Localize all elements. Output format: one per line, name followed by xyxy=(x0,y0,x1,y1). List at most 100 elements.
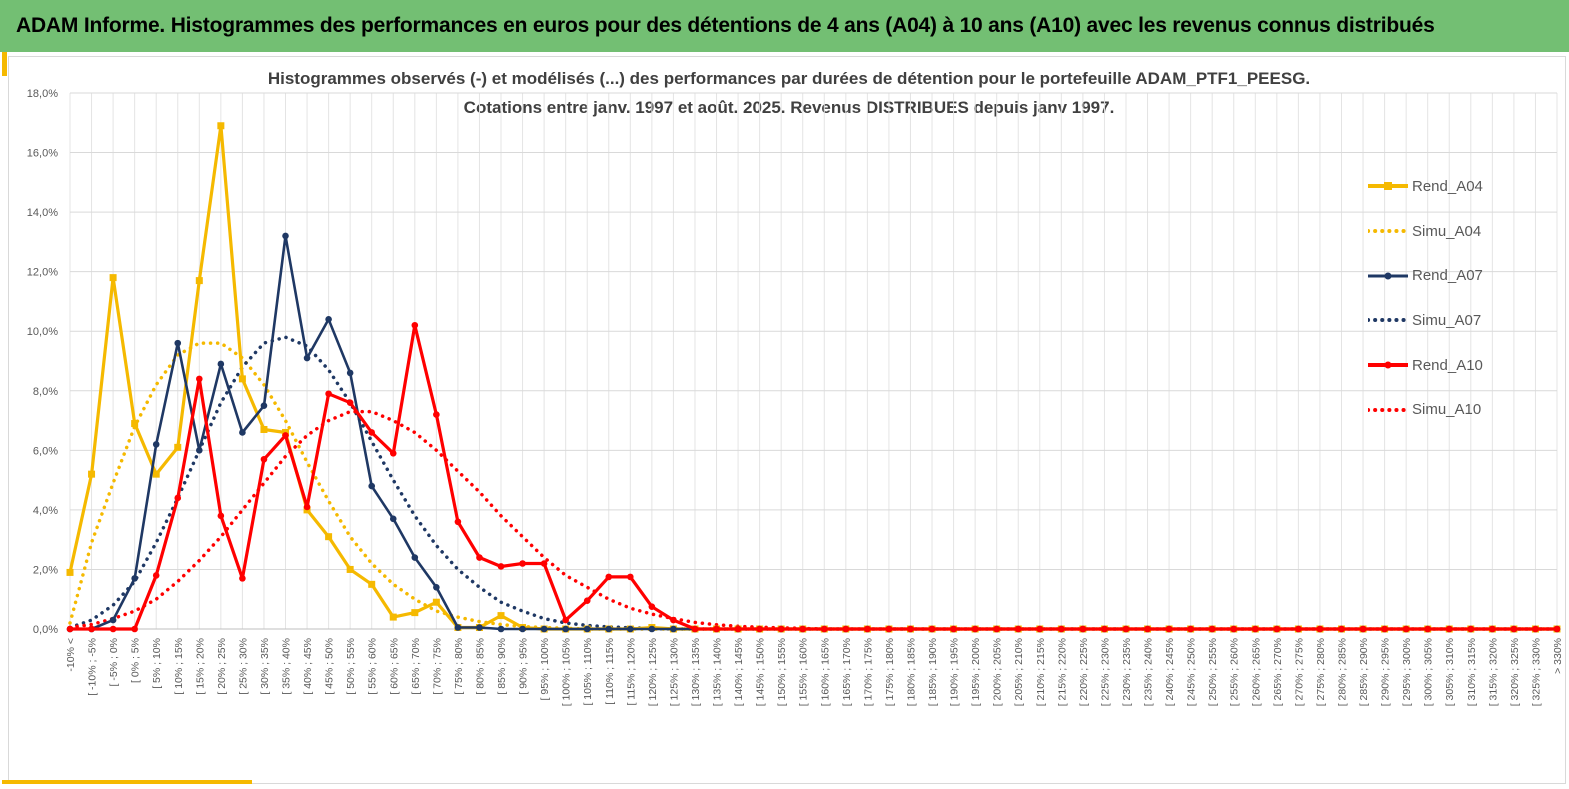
series-rend-a10-point xyxy=(562,616,569,624)
legend-item-simu-a10: Simu_A10 xyxy=(1330,387,1520,432)
series-simu-a10-line xyxy=(68,409,1559,631)
series-rend-a07-point xyxy=(476,624,483,631)
series-rend-a04-point xyxy=(174,443,182,451)
x-tick-label: [ 10% ; 15% xyxy=(173,638,185,695)
series-rend-a10-point xyxy=(1101,625,1108,633)
y-tick-label: 8,0% xyxy=(33,386,58,398)
series-rend-a07-point xyxy=(605,625,613,633)
series-rend-a10-point xyxy=(260,455,268,463)
series-rend-a10-point xyxy=(1316,625,1324,633)
y-tick-label: 14,0% xyxy=(27,207,58,219)
x-tick-label: [ 225% ; 230% xyxy=(1099,638,1111,706)
x-tick-label: [ 45% ; 50% xyxy=(324,638,336,695)
series-rend-a10-point xyxy=(734,625,742,633)
series-rend-a10-point xyxy=(1144,625,1151,633)
banner-title: ADAM Informe. Histogrammes des performan… xyxy=(16,14,1435,37)
series-rend-a04-point xyxy=(131,420,139,428)
x-tick-label: [ 150% ; 155% xyxy=(776,638,788,706)
x-tick-label: [ 50% ; 55% xyxy=(345,638,357,695)
x-tick-label: [ 75% ; 80% xyxy=(453,638,465,695)
legend-swatch-rend-a10 xyxy=(1368,361,1408,369)
legend-item-rend-a07: Rend_A07 xyxy=(1330,253,1520,298)
series-rend-a07-point xyxy=(583,625,591,633)
series-rend-a10-point xyxy=(1079,625,1087,633)
series-rend-a10-point xyxy=(346,399,354,406)
x-tick-label: [ 200% ; 205% xyxy=(992,638,1004,706)
legend-swatch-rend-a07 xyxy=(1368,272,1408,280)
x-tick-label: [ 15% ; 20% xyxy=(194,638,206,695)
x-tick-label: [ -10% ; -5% xyxy=(87,638,99,696)
series-rend-a07-point xyxy=(433,584,440,591)
series-rend-a10-point xyxy=(88,625,95,633)
series-rend-a10-point xyxy=(1058,625,1065,633)
x-tick-label: [ 0% ; 5% xyxy=(130,638,142,683)
legend-item-simu-a04: Simu_A04 xyxy=(1330,209,1520,254)
x-tick-label: [ 190% ; 195% xyxy=(949,638,961,706)
series-rend-a10-point xyxy=(713,625,720,633)
x-tick-label: [ 260% ; 265% xyxy=(1250,638,1262,706)
series-rend-a07-point xyxy=(562,625,569,633)
series-rend-a04-point xyxy=(217,122,225,130)
x-tick-label: [ 30% ; 35% xyxy=(259,638,271,695)
x-tick-label: [ 210% ; 215% xyxy=(1035,638,1047,706)
series-rend-a10-point xyxy=(217,512,225,520)
series-rend-a10-point xyxy=(152,572,160,579)
x-tick-label: [ 315% ; 320% xyxy=(1487,638,1499,706)
series-rend-a10-point xyxy=(497,563,505,570)
series-rend-a10-point xyxy=(1036,625,1044,633)
legend-label: Rend_A07 xyxy=(1412,267,1483,285)
series-rend-a10-point xyxy=(519,560,526,567)
series-rend-a07-point xyxy=(109,616,117,624)
chart-title-line1: Histogrammes observés (-) et modélisés (… xyxy=(267,69,1311,88)
series-rend-a04-point xyxy=(346,565,354,573)
series-rend-a07-point xyxy=(670,625,677,633)
series-rend-a10-point xyxy=(928,625,936,633)
series-rend-a04-point xyxy=(411,609,419,617)
x-tick-label: [ 295% ; 300% xyxy=(1401,638,1413,706)
series-rend-a10-point xyxy=(454,518,462,526)
legend-label: Simu_A07 xyxy=(1412,311,1482,329)
x-tick-label: [ 125% ; 130% xyxy=(668,638,680,706)
x-tick-label: [ 180% ; 185% xyxy=(905,638,917,706)
series-rend-a10-point xyxy=(1187,625,1194,633)
series-rend-a10-point xyxy=(325,390,332,398)
series-rend-a10-point xyxy=(66,625,74,633)
x-tick-label: [ 300% ; 305% xyxy=(1423,638,1435,706)
x-tick-label: -10% < xyxy=(65,638,77,672)
x-tick-label: [ 60% ; 65% xyxy=(388,638,400,695)
series-rend-a10-point xyxy=(131,625,138,633)
series-rend-a10-point xyxy=(1359,625,1367,633)
series-rend-a10-point xyxy=(1489,625,1496,633)
series-rend-a07-point xyxy=(648,625,656,633)
x-tick-label: [ 80% ; 85% xyxy=(474,638,486,695)
series-rend-a04-point xyxy=(88,470,96,478)
series-rend-a10-point xyxy=(1381,625,1388,633)
x-tick-label: [ 65% ; 70% xyxy=(410,638,422,695)
x-tick-label: [ 35% ; 40% xyxy=(281,638,293,695)
x-tick-label: [ 90% ; 95% xyxy=(518,638,530,695)
series-rend-a10-point xyxy=(1338,625,1345,633)
x-tick-label: > 330% xyxy=(1552,638,1564,674)
x-tick-label: [ 270% ; 275% xyxy=(1293,638,1305,706)
series-rend-a10-point xyxy=(756,625,763,633)
x-tick-label: [ 255% ; 260% xyxy=(1229,638,1241,706)
series-rend-a10-point xyxy=(1208,625,1216,633)
legend-swatch-simu-a10 xyxy=(1368,407,1408,412)
series-rend-a10-point xyxy=(109,625,117,633)
y-tick-label: 2,0% xyxy=(33,564,58,576)
x-tick-label: [ 70% ; 75% xyxy=(431,638,443,695)
legend-label: Simu_A10 xyxy=(1412,401,1482,419)
x-tick-label: [ 265% ; 270% xyxy=(1272,638,1284,706)
series-rend-a10-point xyxy=(1553,625,1561,633)
x-tick-label: [ 105% ; 110% xyxy=(582,638,594,706)
legend-item-rend-a10: Rend_A10 xyxy=(1330,343,1520,388)
x-tick-label: [ 55% ; 60% xyxy=(367,638,379,695)
series-rend-a10-point xyxy=(1273,625,1281,633)
x-tick-label: [ 165% ; 170% xyxy=(841,638,853,706)
x-tick-label: [ 40% ; 45% xyxy=(302,638,314,695)
x-tick-label: [ 175% ; 180% xyxy=(884,638,896,706)
series-rend-a10-point xyxy=(1230,625,1238,633)
series-rend-a10-point xyxy=(476,554,483,561)
x-tick-label: [ 250% ; 255% xyxy=(1207,638,1219,706)
